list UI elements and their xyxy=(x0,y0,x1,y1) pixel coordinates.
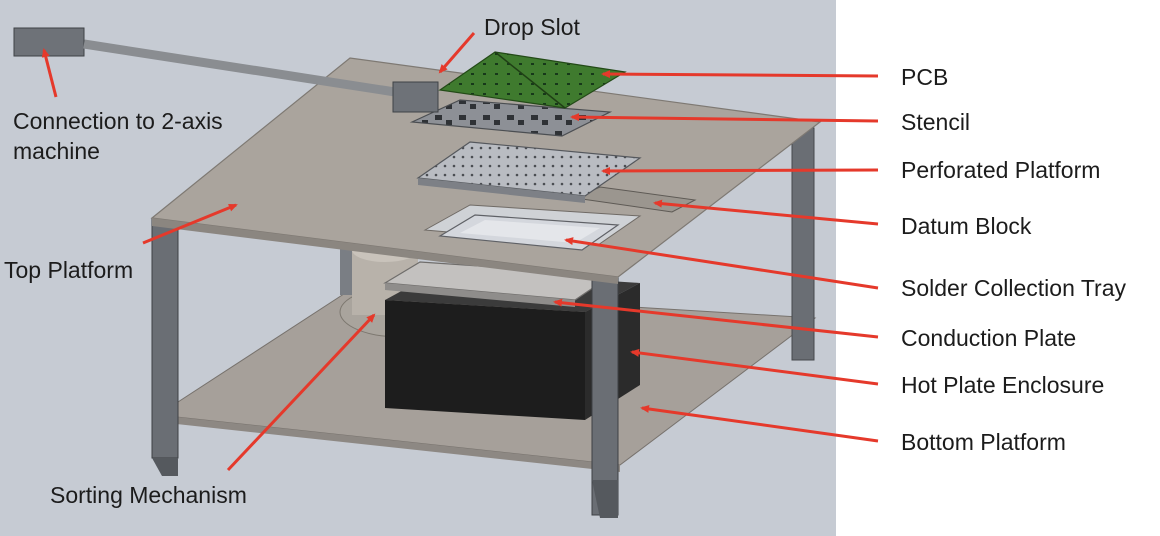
label-bottom-platform: Bottom Platform xyxy=(901,429,1066,455)
bottom-platform-edge xyxy=(158,415,620,472)
stencil xyxy=(409,99,613,137)
pcb-board xyxy=(438,51,627,109)
frame-leg-front-right xyxy=(591,274,619,516)
rod-end-block xyxy=(392,81,439,113)
conduction-plate-edge xyxy=(385,283,575,307)
label-pcb: PCB xyxy=(901,64,949,90)
top-platform-edge xyxy=(152,218,618,284)
arrow-pcb xyxy=(601,70,879,79)
label-drop-slot: Drop Slot xyxy=(484,14,580,40)
connection-block xyxy=(13,27,85,57)
frame-foot-left xyxy=(152,458,178,476)
arrow-conduction xyxy=(553,298,879,339)
arrow-datum xyxy=(653,199,879,226)
label-connection-line2: machine xyxy=(13,138,100,164)
arrow-solder-tray xyxy=(564,237,879,290)
perforated-platform-edge xyxy=(418,178,585,203)
arrow-bottom xyxy=(640,405,879,443)
label-sorting-mechanism: Sorting Mechanism xyxy=(50,482,247,508)
arrow-top-platform xyxy=(142,203,238,245)
connection-rod xyxy=(83,39,396,97)
label-perforated-platform: Perforated Platform xyxy=(901,157,1101,183)
pcb-diagonal xyxy=(494,51,566,109)
label-datum-block: Datum Block xyxy=(901,213,1032,239)
hot-plate-enclosure-front xyxy=(385,300,585,420)
callout-arrows xyxy=(41,32,879,472)
arrow-drop-slot xyxy=(438,32,476,74)
label-connection-line1: Connection to 2-axis xyxy=(13,108,223,134)
arrow-sorting xyxy=(226,313,376,472)
frame-leg-back-right xyxy=(791,127,815,361)
label-conduction-plate: Conduction Plate xyxy=(901,325,1077,351)
frame-foot-right xyxy=(592,480,618,518)
label-hot-plate-enclosure: Hot Plate Enclosure xyxy=(901,372,1105,398)
label-top-platform: Top Platform xyxy=(4,257,134,283)
frame-leg-front-left xyxy=(151,217,179,459)
label-solder-collection-tray: Solder Collection Tray xyxy=(901,275,1126,301)
arrow-enclosure xyxy=(630,348,879,386)
arrow-perforated xyxy=(601,166,879,175)
arrow-stencil xyxy=(570,113,879,123)
arrow-connection xyxy=(41,48,58,98)
label-stencil: Stencil xyxy=(901,109,971,135)
